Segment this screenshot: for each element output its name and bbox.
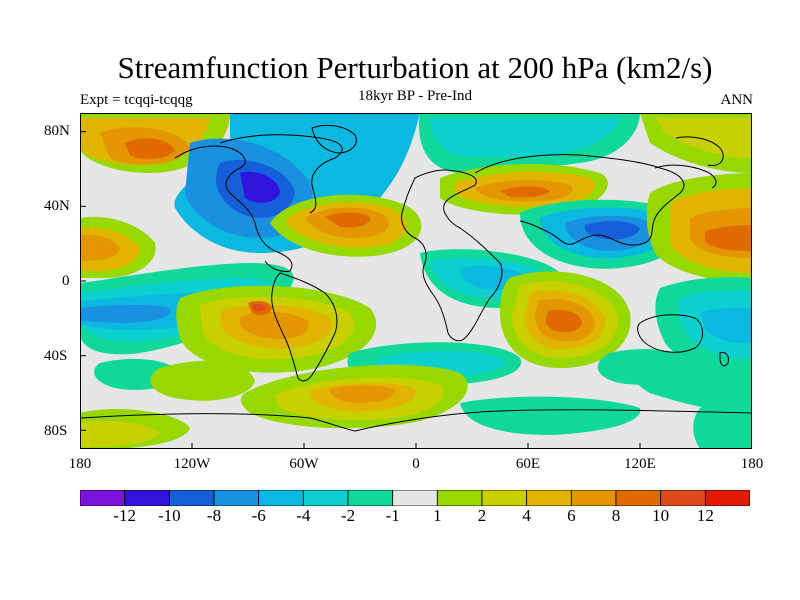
colorbar-box	[347, 490, 394, 506]
colorbar-box	[258, 490, 304, 506]
colorbar-box	[213, 490, 260, 506]
colorbar-box	[526, 490, 572, 506]
colorbar-label: 12	[696, 506, 714, 525]
colorbar-label: 10	[652, 506, 670, 525]
lat-tick-40n: 40N	[44, 198, 70, 214]
streamfunction-map	[80, 113, 752, 449]
lon-tick-180w: 180	[68, 456, 92, 472]
colorbar	[80, 490, 750, 506]
season-label: ANN	[720, 92, 754, 108]
colorbar-label: -2	[340, 506, 356, 525]
colorbar-box	[168, 490, 215, 506]
lon-tick-60w: 60W	[289, 456, 319, 472]
colorbar-box	[704, 490, 750, 506]
lat-tick-80s: 80S	[44, 423, 68, 439]
contour-antarctic-ring	[80, 360, 752, 449]
map-ticks	[80, 131, 641, 449]
colorbar-box	[124, 490, 170, 506]
lon-tick-180e: 180	[740, 456, 764, 472]
colorbar-label: 8	[611, 506, 621, 525]
colorbar-box	[392, 490, 438, 506]
lat-tick-equator: 0	[62, 273, 70, 289]
lon-tick-0: 0	[412, 456, 420, 472]
contour-n-atlantic-high	[270, 194, 422, 257]
contour-pacific-high-east	[80, 216, 156, 278]
colorbar-box	[660, 490, 706, 506]
colorbar-label: -4	[296, 506, 311, 525]
colorbar-box	[436, 490, 483, 506]
lat-tick-40s: 40S	[44, 348, 68, 364]
coastlines	[80, 124, 752, 432]
lat-tick-80n: 80N	[44, 123, 70, 139]
colorbar-label: -1	[385, 506, 400, 525]
colorbar-label: 2	[477, 506, 487, 525]
colorbar-box	[302, 490, 349, 506]
colorbar-label: 6	[567, 506, 576, 525]
colorbar-label: 1	[433, 506, 442, 525]
period-label: 18kyr BP - Pre-Ind	[357, 88, 473, 104]
colorbar-label: -8	[206, 506, 222, 525]
lon-tick-60e: 60E	[515, 456, 541, 472]
colorbar-label: -12	[113, 506, 136, 525]
colorbar-label: -6	[251, 506, 266, 525]
colorbar-box	[570, 490, 617, 506]
colorbar-label: -10	[157, 506, 181, 525]
lon-tick-120e: 120E	[624, 456, 656, 472]
contour-indian-ocean-high	[500, 271, 631, 368]
chart-title: Streamfunction Perturbation at 200 hPa (…	[117, 50, 713, 85]
experiment-label: Expt = tcqqi-tcqqg	[80, 92, 193, 108]
lon-tick-120w: 120W	[173, 456, 211, 472]
colorbar-box	[80, 490, 126, 506]
colorbar-box	[481, 490, 528, 506]
contour-asia-low	[520, 199, 687, 269]
contour-pacific-high-west	[646, 173, 752, 283]
contour-south-pacific-low	[655, 277, 752, 374]
colorbar-box	[615, 490, 662, 506]
colorbar-label: 4	[522, 506, 531, 525]
